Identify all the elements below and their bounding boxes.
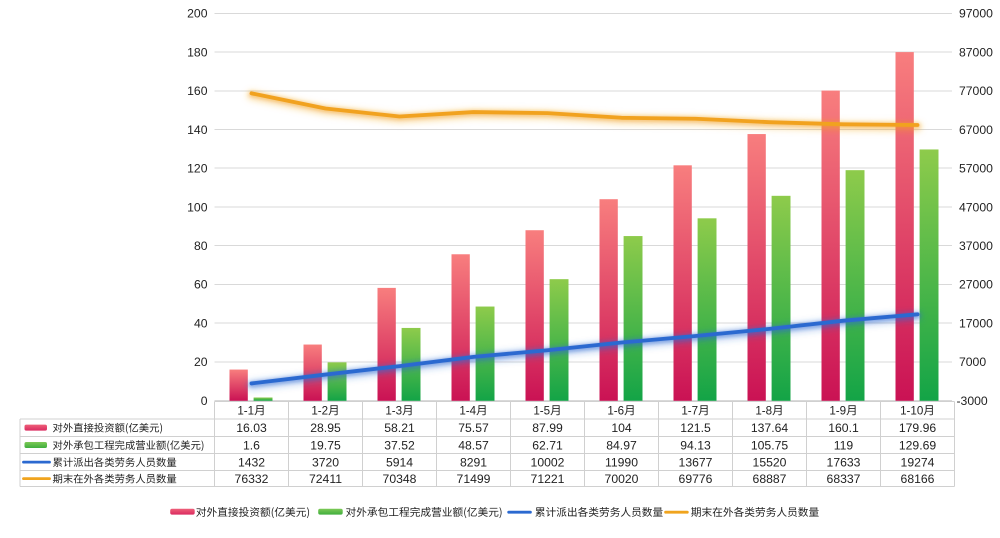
svg-text:1-1: 1-1 xyxy=(237,404,254,417)
svg-text:200: 200 xyxy=(187,7,208,21)
svg-text:15520: 15520 xyxy=(753,456,787,470)
svg-text:1-9: 1-9 xyxy=(829,404,846,417)
svg-text:1.6: 1.6 xyxy=(243,439,260,453)
svg-text:69776: 69776 xyxy=(679,472,713,486)
svg-text:37.52: 37.52 xyxy=(384,439,415,453)
svg-text:120: 120 xyxy=(187,162,208,176)
svg-text:1-4: 1-4 xyxy=(459,404,476,417)
svg-text:16.03: 16.03 xyxy=(236,421,267,435)
svg-text:97000: 97000 xyxy=(959,7,993,21)
svg-text:160: 160 xyxy=(187,84,208,98)
svg-text:48.57: 48.57 xyxy=(458,439,489,453)
svg-text:28.95: 28.95 xyxy=(310,421,341,435)
svg-text:-3000: -3000 xyxy=(957,394,988,408)
svg-text:27000: 27000 xyxy=(959,278,993,292)
svg-text:71499: 71499 xyxy=(457,472,491,486)
svg-text:58.21: 58.21 xyxy=(384,421,415,435)
svg-text:137.64: 137.64 xyxy=(751,421,788,435)
svg-text:13677: 13677 xyxy=(679,456,713,470)
svg-text:140: 140 xyxy=(187,123,208,137)
svg-text:1-5: 1-5 xyxy=(533,404,550,417)
svg-text:8291: 8291 xyxy=(460,456,487,470)
svg-text:60: 60 xyxy=(194,278,208,292)
svg-text:84.97: 84.97 xyxy=(606,439,637,453)
svg-text:87000: 87000 xyxy=(959,45,993,59)
svg-text:129.69: 129.69 xyxy=(899,439,936,453)
svg-text:70020: 70020 xyxy=(605,472,639,486)
svg-text:1432: 1432 xyxy=(238,456,265,470)
svg-text:76332: 76332 xyxy=(235,472,269,486)
svg-text:1-10: 1-10 xyxy=(900,404,923,417)
svg-text:57000: 57000 xyxy=(959,162,993,176)
svg-text:19274: 19274 xyxy=(901,456,935,470)
svg-text:7000: 7000 xyxy=(959,355,986,369)
svg-text:75.57: 75.57 xyxy=(458,421,489,435)
svg-text:1-6: 1-6 xyxy=(607,404,624,417)
svg-text:68166: 68166 xyxy=(901,472,935,486)
svg-text:180: 180 xyxy=(187,45,208,59)
svg-text:68887: 68887 xyxy=(753,472,787,486)
svg-text:1-3: 1-3 xyxy=(385,404,402,417)
svg-text:77000: 77000 xyxy=(959,84,993,98)
svg-text:11990: 11990 xyxy=(605,456,638,470)
svg-text:40: 40 xyxy=(194,316,208,330)
svg-text:1-2: 1-2 xyxy=(311,404,328,417)
svg-text:17000: 17000 xyxy=(959,316,993,330)
svg-text:0: 0 xyxy=(201,394,208,408)
svg-text:70348: 70348 xyxy=(383,472,417,486)
svg-text:62.71: 62.71 xyxy=(532,439,563,453)
svg-text:72411: 72411 xyxy=(309,472,342,486)
svg-text:68337: 68337 xyxy=(827,472,861,486)
svg-text:47000: 47000 xyxy=(959,200,993,214)
svg-text:1-8: 1-8 xyxy=(755,404,772,417)
svg-text:3720: 3720 xyxy=(312,456,339,470)
svg-text:17633: 17633 xyxy=(827,456,861,470)
svg-text:71221: 71221 xyxy=(531,472,565,486)
svg-text:160.1: 160.1 xyxy=(828,421,859,435)
svg-text:37000: 37000 xyxy=(959,239,993,253)
svg-text:1-7: 1-7 xyxy=(681,404,698,417)
svg-text:67000: 67000 xyxy=(959,123,993,137)
svg-text:100: 100 xyxy=(187,200,208,214)
svg-text:10002: 10002 xyxy=(531,456,565,470)
svg-text:105.75: 105.75 xyxy=(751,439,788,453)
svg-text:94.13: 94.13 xyxy=(680,439,711,453)
svg-text:121.5: 121.5 xyxy=(680,421,711,435)
svg-text:20: 20 xyxy=(194,355,208,369)
svg-text:119: 119 xyxy=(834,439,854,453)
svg-text:104: 104 xyxy=(611,421,632,435)
svg-text:5914: 5914 xyxy=(386,456,413,470)
svg-text:179.96: 179.96 xyxy=(899,421,936,435)
svg-text:80: 80 xyxy=(194,239,208,253)
svg-text:19.75: 19.75 xyxy=(310,439,341,453)
svg-text:87.99: 87.99 xyxy=(532,421,563,435)
